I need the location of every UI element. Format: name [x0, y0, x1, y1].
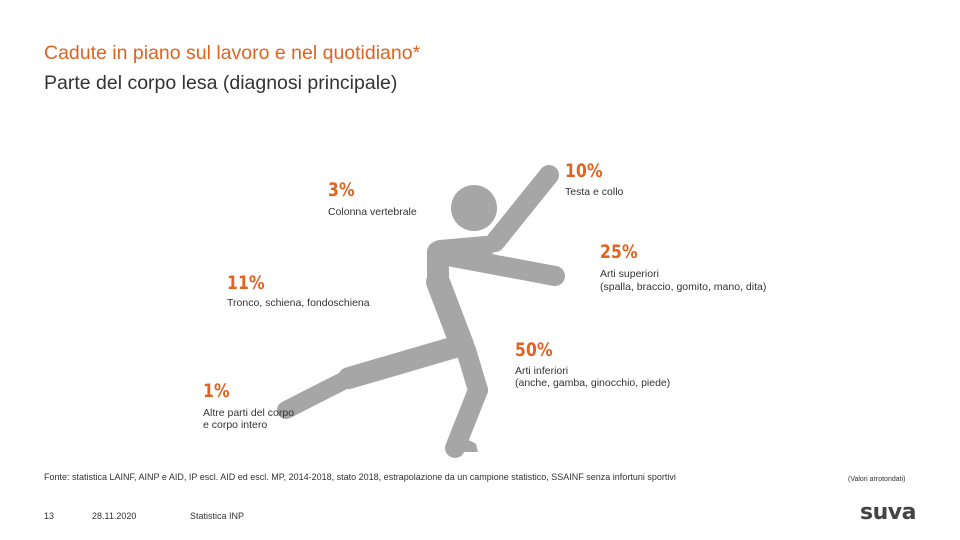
spine-label: Colonna vertebrale [328, 206, 417, 218]
spine-percentage: 3% [328, 179, 355, 201]
lower-limbs-percentage: 50% [515, 339, 553, 361]
upper-limbs-percentage: 25% [600, 241, 638, 263]
other-label: Altre parti del corpo [203, 407, 295, 419]
other-percentage: 1% [203, 380, 230, 402]
footer-section: Statistica INP [190, 511, 245, 521]
suva-logo: suva [860, 500, 916, 525]
upper-limbs-detail: (spalla, braccio, gomito, mano, dita) [600, 281, 767, 293]
footer-date: 28.11.2020 [92, 511, 137, 521]
trunk-percentage: 11% [227, 272, 265, 294]
upper-limbs-label: Arti superiori [600, 268, 659, 280]
slide-title: Cadute in piano sul lavoro e nel quotidi… [44, 42, 421, 64]
lower-limbs-detail: (anche, gamba, ginocchio, piede) [515, 377, 671, 389]
page-number: 13 [44, 511, 55, 521]
head-percentage: 10% [565, 160, 603, 182]
slide-subtitle: Parte del corpo lesa (diagnosi principal… [44, 72, 398, 94]
trunk-label: Tronco, schiena, fondoschiena [227, 297, 370, 309]
other-detail: e corpo intero [203, 419, 268, 431]
source-note: Fonte: statistica LAINF, AINP e AID, IP … [44, 472, 676, 482]
lower-limbs-label: Arti inferiori [515, 365, 569, 377]
rounded-values-note: (Valori arrotondati) [848, 476, 906, 483]
head-label: Testa e collo [565, 186, 624, 198]
